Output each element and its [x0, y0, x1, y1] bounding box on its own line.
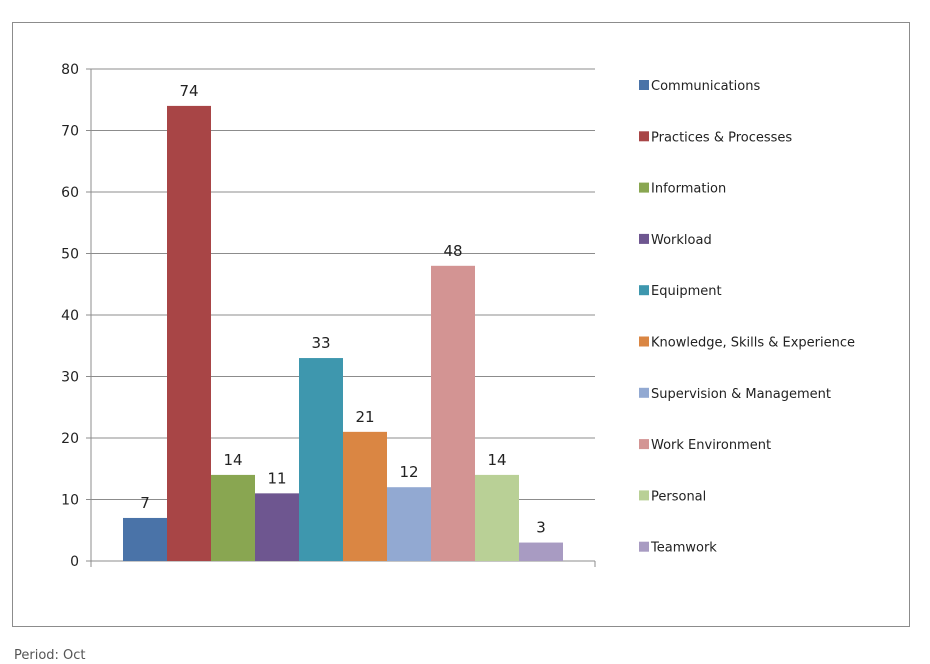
legend-swatch [639, 182, 649, 193]
data-label: 12 [399, 463, 418, 481]
footer-text: Period: Oct [14, 648, 86, 663]
bar [255, 493, 299, 561]
y-tick-label: 60 [61, 185, 79, 201]
data-label: 74 [179, 82, 198, 100]
y-tick-label: 30 [61, 370, 79, 386]
y-tick-label: 70 [61, 124, 79, 140]
data-label: 11 [267, 469, 286, 487]
legend-label: Work Environment [651, 438, 771, 453]
data-label: 48 [443, 242, 462, 260]
legend-swatch [639, 131, 649, 142]
bar [431, 265, 475, 561]
bars [123, 105, 563, 562]
legend-label: Knowledge, Skills & Experience [651, 336, 855, 351]
data-label: 33 [311, 334, 330, 352]
bar [123, 517, 167, 561]
legend-label: Practices & Processes [651, 130, 792, 145]
bar [343, 431, 387, 561]
legend-label: Information [651, 182, 726, 197]
bar-chart: 0 10 20 30 40 50 60 70 80 7 74 14 11 33 21 12 48 14 3 Com… [61, 62, 855, 570]
legend-swatch [639, 285, 649, 296]
bar [211, 474, 255, 561]
data-label: 14 [223, 451, 242, 469]
legend-swatch [639, 387, 649, 398]
bar [475, 474, 519, 561]
y-tick-label: 10 [61, 493, 79, 509]
legend-swatch [639, 233, 649, 244]
y-tick-label: 40 [61, 308, 79, 324]
y-tick-label: 80 [61, 62, 79, 78]
legend-label: Equipment [651, 284, 722, 299]
data-label: 7 [140, 494, 150, 512]
legend-swatch [639, 490, 649, 501]
data-label: 3 [536, 519, 546, 537]
y-tick-label: 0 [70, 554, 79, 570]
bar [299, 358, 343, 561]
data-label: 14 [487, 451, 506, 469]
legend: Communications Practices & Processes Infor… [639, 79, 855, 556]
legend-label: Communications [651, 79, 760, 94]
bar [387, 487, 431, 561]
y-tick-label: 20 [61, 431, 79, 447]
data-label: 21 [355, 408, 374, 426]
legend-swatch [639, 541, 649, 552]
bar [519, 542, 563, 561]
legend-swatch [639, 80, 649, 90]
legend-swatch [639, 336, 649, 347]
y-tick-label: 50 [61, 247, 79, 263]
legend-swatch [639, 439, 649, 450]
chart-frame: 0 10 20 30 40 50 60 70 80 7 74 14 11 33 21 12 48 14 3 Com… [12, 22, 910, 627]
legend-label: Supervision & Management [651, 387, 831, 402]
bar [167, 105, 211, 562]
legend-label: Teamwork [650, 541, 717, 556]
legend-label: Personal [651, 489, 706, 504]
legend-label: Workload [651, 233, 712, 248]
data-labels: 7 74 14 11 33 21 12 48 14 3 [140, 82, 546, 537]
